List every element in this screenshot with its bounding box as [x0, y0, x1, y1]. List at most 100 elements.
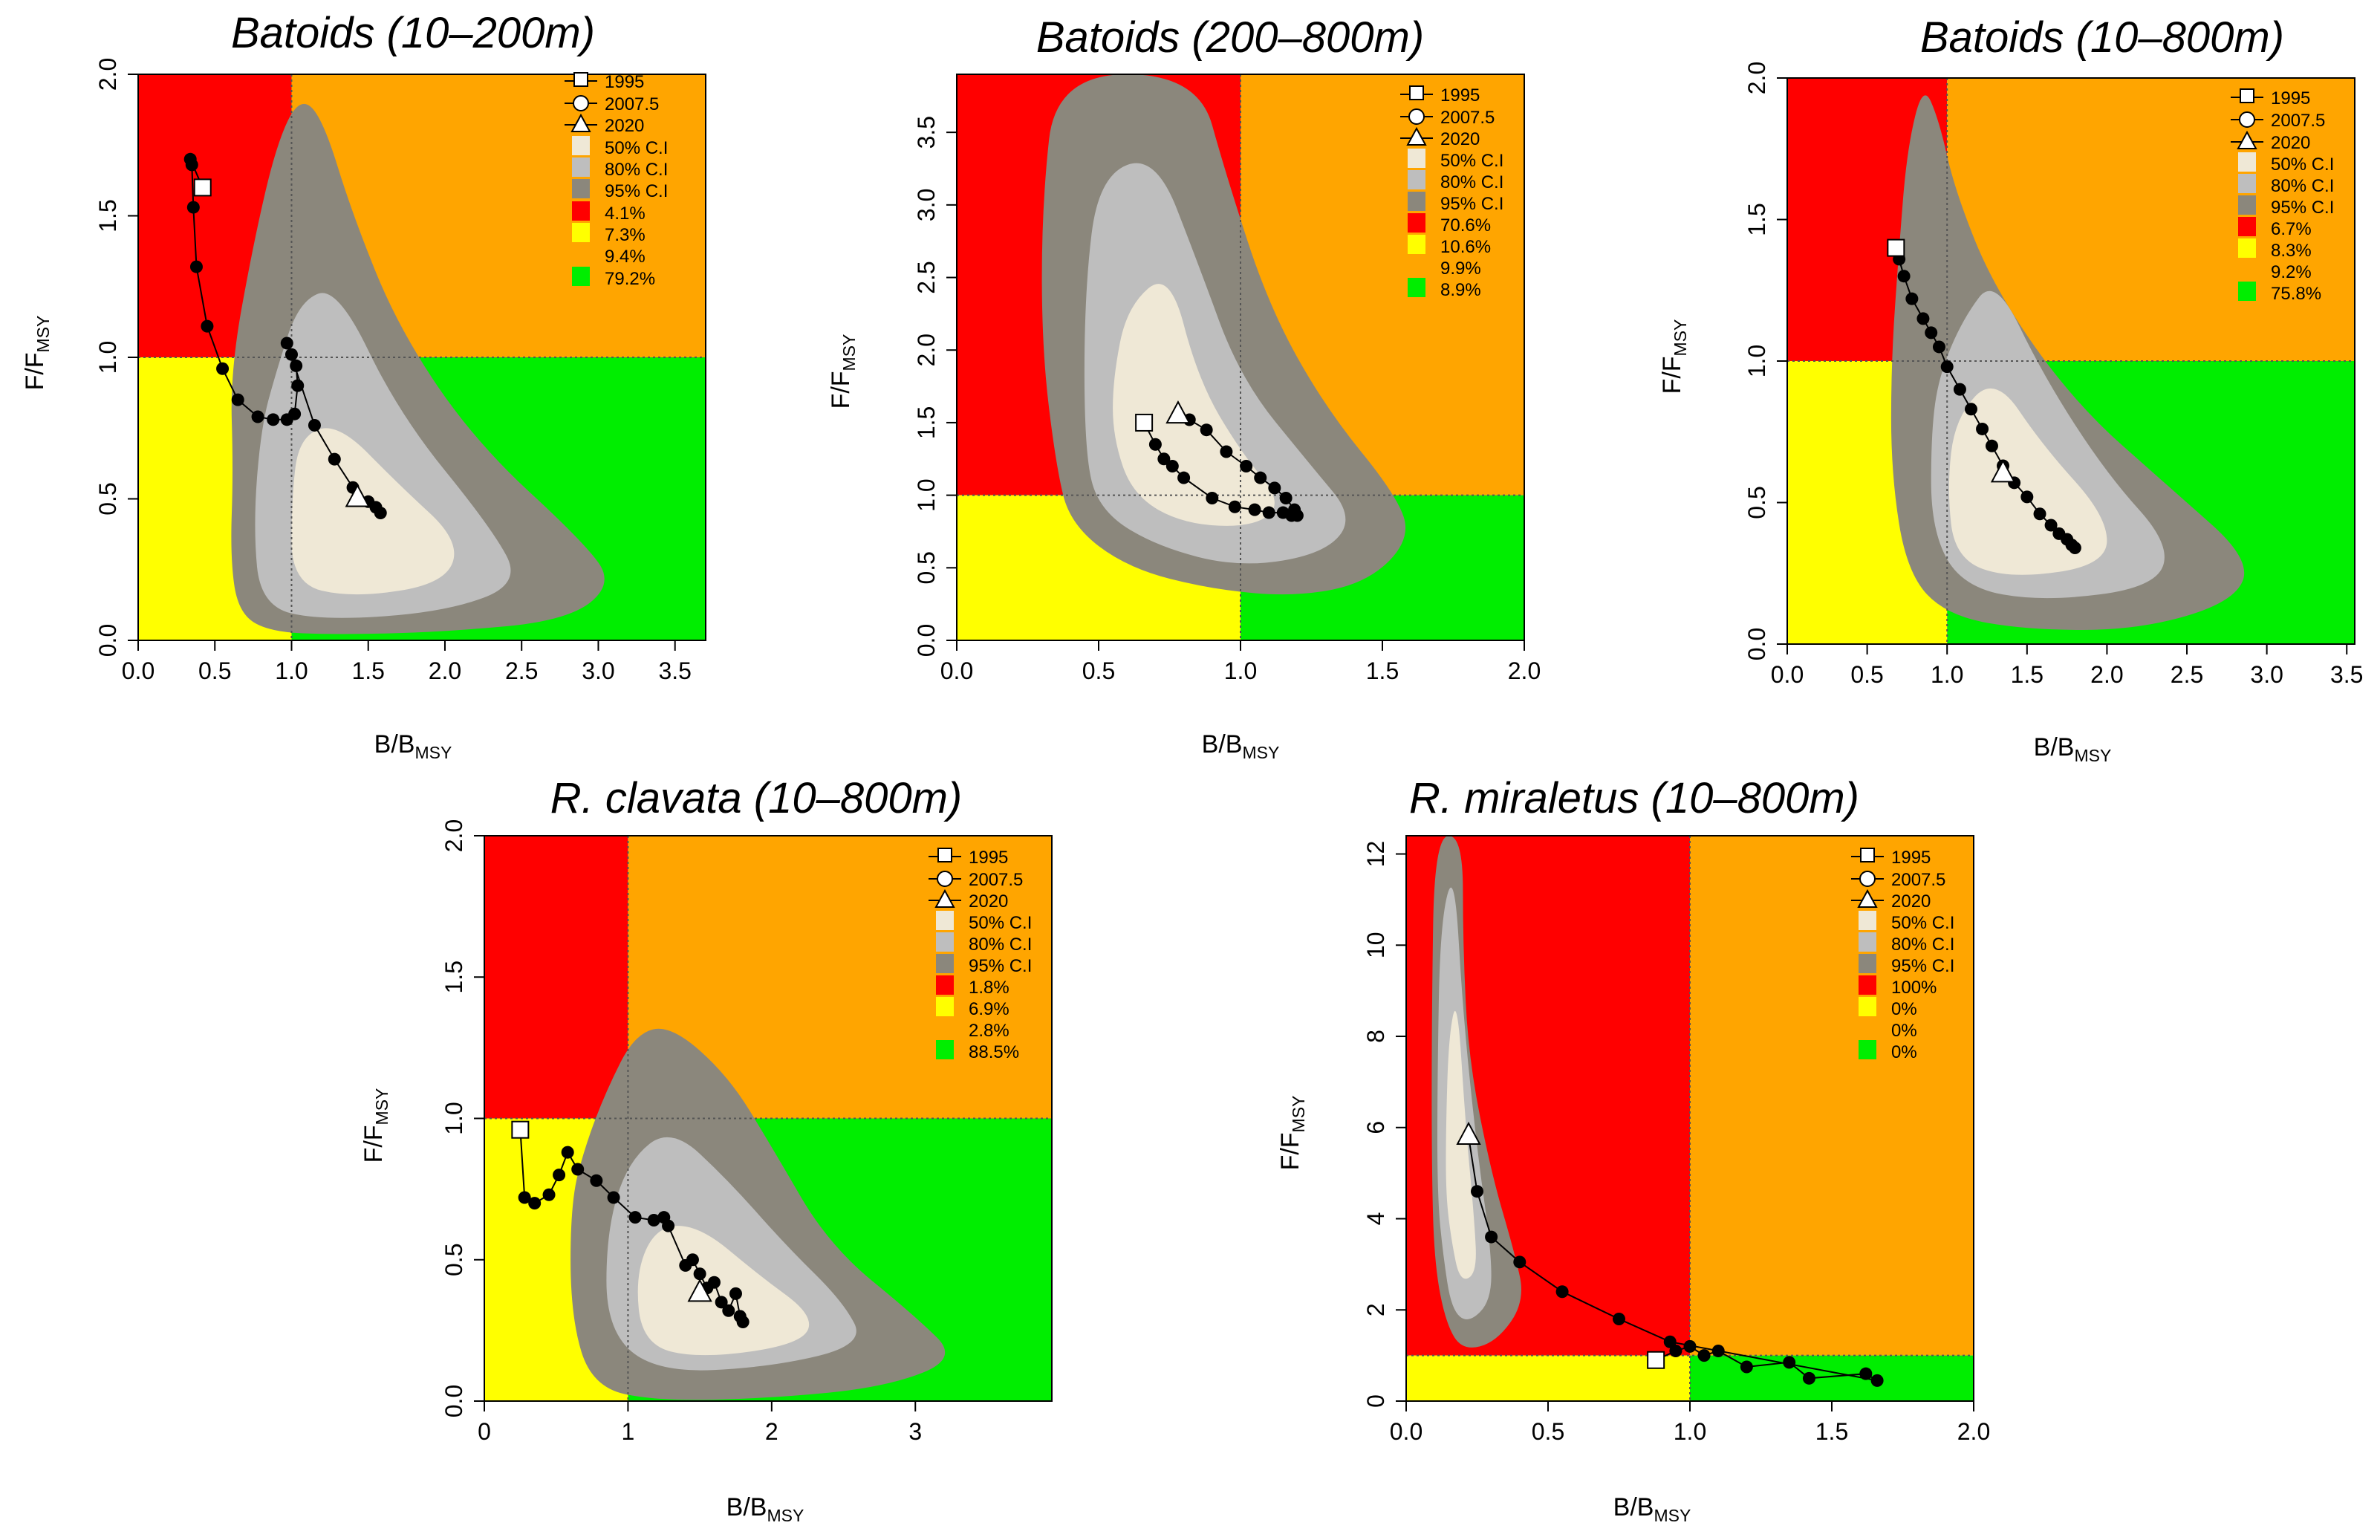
ci-50-region — [637, 1226, 810, 1356]
y-tick-label: 2.0 — [94, 58, 121, 91]
y-axis-label: F/FMSY — [21, 316, 53, 391]
quadrant-green — [1690, 1355, 1974, 1401]
legend-red-swatch — [1859, 975, 1876, 995]
trajectory-point — [1711, 1344, 1725, 1357]
trajectory-point — [328, 452, 341, 466]
legend-ci50-swatch — [936, 911, 954, 930]
trajectory-point — [201, 319, 214, 333]
legend-triangle-icon — [934, 888, 955, 908]
trajectory-point — [1220, 445, 1233, 458]
plot-frame — [1405, 835, 1974, 1402]
y-axis-label: F/FMSY — [1658, 319, 1690, 394]
y-tick-label: 0.0 — [440, 1385, 467, 1417]
y-tick-label: 6 — [1362, 1121, 1389, 1134]
y-tick-label: 0.0 — [913, 624, 940, 657]
trajectory-point — [1953, 383, 1966, 396]
legend-pct-orange: 9.4% — [605, 247, 646, 267]
y-tick-label: 3.5 — [913, 116, 940, 149]
panel-title: Batoids (10–200m) — [231, 9, 595, 57]
trajectory-point — [736, 1315, 750, 1328]
legend-label-2020: 2020 — [1891, 891, 1931, 912]
y-axis-label-sub: MSY — [1289, 1096, 1308, 1133]
legend-label-2020: 2020 — [2271, 133, 2310, 153]
legend-label-ci95: 95% C.I — [969, 956, 1032, 976]
marker-2020 — [1165, 400, 1191, 424]
y-tick-label: 1.0 — [913, 478, 940, 511]
trajectory-point — [561, 1146, 574, 1159]
legend-ci50-swatch — [1408, 149, 1425, 168]
panel-batoids-200-800m: Batoids (200–800m) 0.0 0.5 1.0 1.5 2.0 0.0 0.5… — [827, 13, 1541, 762]
legend-ci95-swatch — [572, 179, 590, 198]
x-axis-label-sub: MSY — [1654, 1506, 1691, 1525]
legend-pct-red: 70.6% — [1440, 215, 1491, 235]
trajectory-point — [288, 407, 302, 420]
trajectory-point — [1802, 1371, 1815, 1385]
legend: 1995 2007.5 2020 50% C.I 80% C.I 95% C.I… — [1851, 848, 1954, 1062]
y-tick-label: 12 — [1362, 841, 1389, 868]
panel-title: Batoids (10–800m) — [1920, 13, 2284, 62]
x-tick-label: 3.5 — [2330, 661, 2363, 688]
legend-label-ci80: 80% C.I — [1440, 172, 1503, 192]
legend-label-ci95: 95% C.I — [1891, 956, 1954, 976]
y-axis-label-main: F/F — [1658, 356, 1686, 394]
legend-green-swatch — [936, 1040, 954, 1059]
x-tick-label: 3 — [908, 1418, 922, 1445]
y-tick-label: 10 — [1362, 932, 1389, 958]
legend-label-ci95: 95% C.I — [2271, 198, 2334, 218]
legend: 1995 2007.5 2020 50% C.I 80% C.I 95% C.I… — [929, 848, 1032, 1062]
x-tick-label: 2 — [765, 1418, 778, 1445]
trajectory-point — [1157, 452, 1171, 466]
x-axis-label-sub: MSY — [2074, 746, 2111, 765]
marker-2020 — [1456, 1121, 1481, 1146]
legend-ci95-swatch — [936, 954, 954, 973]
trajectory-point — [374, 507, 387, 520]
trajectory-point — [1148, 438, 1162, 451]
trajectory-point — [1279, 492, 1293, 505]
legend-red-swatch — [572, 201, 590, 221]
legend-yellow-swatch — [1408, 235, 1425, 254]
trajectory-point — [308, 418, 321, 432]
legend-yellow-swatch — [2238, 238, 2256, 258]
x-tick-label: 0.0 — [1771, 661, 1804, 688]
trajectory-point — [1613, 1313, 1625, 1326]
y-tick-label: 2.5 — [913, 261, 940, 293]
legend-pct-orange: 9.2% — [2271, 262, 2312, 282]
x-axis-label-main: B/B — [1202, 730, 1243, 758]
legend-label-ci50: 50% C.I — [1440, 151, 1503, 171]
trajectory-point — [185, 158, 198, 172]
x-tick-label: 2.0 — [429, 657, 461, 684]
trajectory-point — [280, 337, 293, 350]
legend-orange-swatch — [936, 1018, 954, 1038]
legend-square-icon — [2240, 88, 2254, 103]
legend-triangle-icon — [1406, 126, 1427, 146]
legend-orange-swatch — [1408, 256, 1425, 276]
y-tick-label: 1.5 — [440, 961, 467, 993]
trajectory-point — [647, 1213, 660, 1227]
trajectory-point — [693, 1267, 706, 1281]
legend-ci50-swatch — [1859, 911, 1876, 930]
quadrant-orange — [1690, 836, 1974, 1356]
trajectory-point — [1976, 422, 1989, 435]
x-tick-label: 0.5 — [1850, 661, 1883, 688]
legend-label-1995: 1995 — [1440, 85, 1480, 105]
marker-1995 — [193, 178, 212, 197]
trajectory-point — [1513, 1255, 1526, 1269]
y-tick-label: 0.5 — [94, 482, 121, 515]
legend-orange-swatch — [572, 244, 590, 264]
trajectory-point — [1206, 492, 1219, 505]
legend-green-swatch — [1859, 1040, 1876, 1059]
trajectory-point — [590, 1174, 603, 1187]
y-tick-label: 3.0 — [913, 189, 940, 221]
x-axis-label-main: B/B — [726, 1493, 767, 1521]
trajectory-point — [1740, 1360, 1753, 1374]
marker-2020 — [687, 1279, 712, 1302]
x-tick-label: 0.0 — [940, 657, 973, 684]
x-tick-label: 1.5 — [1366, 657, 1399, 684]
trajectory-point — [1870, 1374, 1884, 1387]
x-tick-label: 3.0 — [582, 657, 614, 684]
legend-ci95-swatch — [1408, 192, 1425, 211]
legend-pct-green: 0% — [1891, 1042, 1917, 1062]
legend: 1995 2007.5 2020 50% C.I 80% C.I 95% C.I… — [2231, 88, 2334, 304]
legend-green-swatch — [1408, 278, 1425, 297]
